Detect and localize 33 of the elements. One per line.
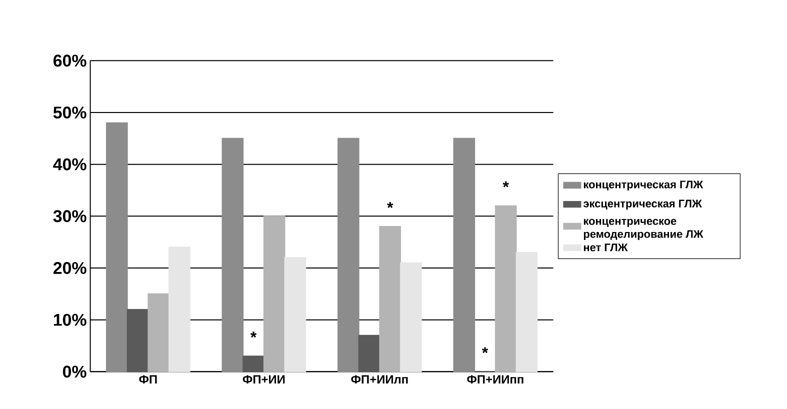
x-tick-label: ФП+ИИ	[242, 375, 285, 384]
legend-label: нет ГЛЖ	[584, 244, 628, 252]
x-tick-label: ФП+ИИлп	[351, 375, 408, 384]
y-tick-label: 30%	[53, 210, 86, 222]
annotation: *	[502, 181, 509, 188]
bar	[242, 356, 264, 372]
bar	[106, 122, 128, 372]
annotation: *	[482, 347, 488, 354]
bar	[400, 262, 422, 372]
y-tick-label: 60%	[53, 54, 86, 67]
bar	[338, 138, 360, 372]
bar	[379, 226, 401, 372]
y-tick-label: 20%	[53, 262, 86, 274]
bar	[358, 334, 380, 372]
bar	[516, 252, 538, 372]
bar	[263, 216, 286, 372]
bar	[494, 205, 517, 372]
bar	[168, 246, 190, 372]
bar	[284, 257, 306, 372]
y-tick-label: 10%	[54, 314, 86, 326]
legend-label: концентрическая ГЛЖ	[584, 180, 704, 190]
annotation: *	[387, 202, 394, 208]
y-tick-label: 0%	[62, 366, 86, 378]
bar	[453, 138, 476, 372]
bar	[126, 308, 149, 372]
x-tick-label: ФП	[139, 375, 157, 384]
bar	[148, 293, 170, 372]
annotation: *	[250, 332, 257, 338]
y-tick-label: 50%	[53, 106, 86, 119]
bar	[222, 138, 244, 372]
legend-label: эксцентрическая ГЛЖ	[583, 200, 702, 210]
y-tick-label: 40%	[53, 158, 86, 170]
x-tick-label: ФП+ИИпп	[467, 375, 524, 384]
